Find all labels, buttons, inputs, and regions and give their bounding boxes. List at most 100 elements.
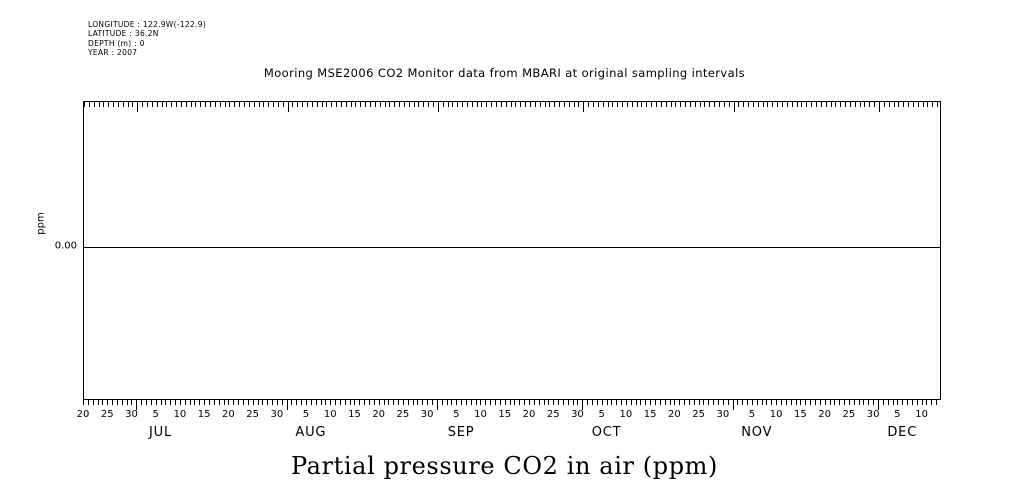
tick-bottom-minor xyxy=(233,400,235,405)
tick-top-minor xyxy=(539,102,541,107)
x-axis-day-label: 15 xyxy=(643,409,657,420)
x-axis-day-label: 20 xyxy=(222,409,235,420)
tick-top-minor xyxy=(316,102,318,107)
tick-top-minor xyxy=(389,102,391,107)
tick-top-minor xyxy=(563,102,565,107)
tick-top-minor xyxy=(680,102,682,107)
tick-bottom-minor xyxy=(771,400,773,405)
tick-bottom-minor xyxy=(315,400,317,405)
tick-top-minor xyxy=(927,102,929,107)
tick-top-major xyxy=(137,102,139,112)
tick-bottom-minor xyxy=(373,400,375,405)
tick-bottom-minor xyxy=(538,400,540,405)
x-axis-day-label: 20 xyxy=(522,409,536,420)
tick-bottom-minor xyxy=(470,400,472,405)
x-axis-day-label: 25 xyxy=(546,409,560,420)
tick-bottom-minor xyxy=(490,400,492,405)
x-axis-day-label: 25 xyxy=(692,409,705,420)
tick-bottom-minor xyxy=(83,400,84,405)
tick-top-minor xyxy=(253,102,255,107)
tick-bottom-minor xyxy=(146,400,148,405)
tick-bottom-minor xyxy=(131,400,133,405)
tick-top-minor xyxy=(845,102,847,107)
tick-bottom-minor xyxy=(369,400,370,405)
tick-bottom-minor xyxy=(514,400,516,405)
tick-top-minor xyxy=(326,102,328,107)
tick-top-minor xyxy=(142,102,144,107)
tick-top-minor xyxy=(413,102,415,107)
tick-top-minor xyxy=(408,102,410,107)
tick-top-minor xyxy=(205,102,207,107)
tick-top-minor xyxy=(815,102,817,107)
tick-bottom-minor xyxy=(519,400,521,405)
tick-bottom-minor xyxy=(305,400,307,405)
tick-top-minor xyxy=(350,102,352,107)
tick-top-minor xyxy=(888,102,890,107)
x-axis-day-label: 15 xyxy=(498,409,512,420)
tick-bottom-minor xyxy=(107,400,109,405)
tick-top-minor xyxy=(176,102,178,107)
tick-bottom-minor xyxy=(664,400,666,405)
tick-bottom-minor xyxy=(242,400,244,405)
tick-top-major xyxy=(583,102,585,112)
tick-top-major xyxy=(287,102,289,112)
tick-bottom-minor xyxy=(238,400,240,405)
x-axis-day-label: 25 xyxy=(246,409,260,420)
tick-bottom-minor xyxy=(417,400,419,405)
tick-top-minor xyxy=(568,102,570,107)
tick-top-minor xyxy=(399,102,401,107)
tick-top-minor xyxy=(277,102,279,107)
tick-top-minor xyxy=(374,102,376,107)
tick-bottom-minor xyxy=(916,400,918,405)
tick-bottom-minor xyxy=(247,400,249,405)
tick-bottom-minor xyxy=(795,400,797,405)
tick-bottom-minor xyxy=(407,400,409,405)
tick-top-minor xyxy=(466,102,468,107)
tick-bottom-minor xyxy=(451,400,453,405)
tick-top-minor xyxy=(592,102,594,107)
tick-top-minor xyxy=(534,102,536,107)
tick-bottom-minor xyxy=(747,400,749,405)
tick-top-minor xyxy=(772,102,774,107)
tick-bottom-minor xyxy=(911,400,913,405)
chart-title: Mooring MSE2006 CO2 Monitor data from MB… xyxy=(263,66,746,80)
tick-top-minor xyxy=(292,102,294,107)
tick-bottom-minor xyxy=(829,400,831,405)
x-axis-day-label: 30 xyxy=(420,409,434,420)
tick-bottom-minor xyxy=(708,400,710,405)
y-axis-tick-label: 0.00 xyxy=(54,240,77,252)
tick-top-minor xyxy=(820,102,822,107)
tick-top-minor xyxy=(403,102,405,107)
tick-bottom-minor xyxy=(805,400,807,405)
tick-bottom-minor xyxy=(645,400,647,405)
tick-top-minor xyxy=(937,102,939,107)
tick-top-minor xyxy=(908,102,910,107)
tick-top-minor xyxy=(200,102,202,107)
tick-top-minor xyxy=(641,102,643,107)
tick-bottom-minor xyxy=(553,400,555,405)
metadata-latitude: LATITUDE : 36.2N xyxy=(88,29,159,39)
x-axis-day-label: 25 xyxy=(842,409,856,420)
x-axis-day-label: 15 xyxy=(348,409,361,420)
tick-bottom-minor xyxy=(218,400,220,405)
tick-bottom-minor xyxy=(199,400,201,405)
tick-top-minor xyxy=(728,102,730,107)
tick-bottom-minor xyxy=(141,400,143,405)
tick-bottom-minor xyxy=(606,400,608,405)
tick-bottom-minor xyxy=(213,400,215,405)
plot-area xyxy=(83,101,941,400)
tick-top-minor xyxy=(268,102,270,107)
tick-bottom-minor xyxy=(810,400,812,405)
tick-top-major xyxy=(733,102,735,112)
tick-bottom-minor xyxy=(126,400,128,405)
tick-top-minor xyxy=(694,102,696,107)
tick-top-minor xyxy=(379,102,381,107)
tick-bottom-minor xyxy=(611,400,613,405)
tick-bottom-minor xyxy=(184,400,186,405)
tick-top-minor xyxy=(471,102,473,107)
tick-top-minor xyxy=(345,102,347,107)
tick-bottom-minor xyxy=(276,400,278,405)
tick-top-minor xyxy=(156,102,158,107)
tick-bottom-minor xyxy=(310,400,312,405)
tick-top-minor xyxy=(243,102,245,107)
